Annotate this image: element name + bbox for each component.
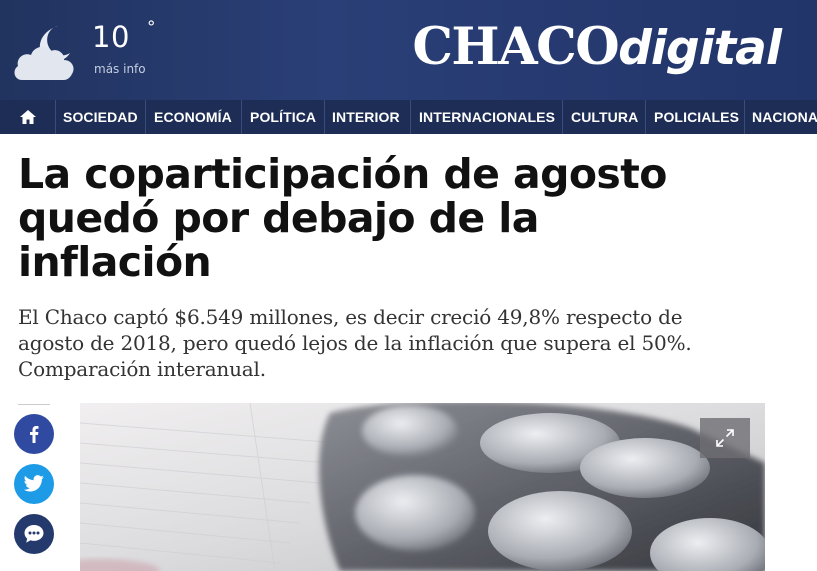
temperature: 10 <box>92 20 130 54</box>
nav-item-nacionales[interactable]: NACIONA <box>752 109 817 125</box>
nav-item-policiales[interactable]: POLICIALES <box>654 109 740 125</box>
twitter-icon <box>23 475 44 492</box>
nav-divider <box>241 100 242 134</box>
main-nav: SOCIEDAD ECONOMÍA POLÍTICA INTERIOR INTE… <box>0 100 817 134</box>
degree-symbol: ° <box>147 18 156 38</box>
home-icon <box>19 110 36 124</box>
subtitle-line: Comparación interanual. <box>18 357 266 381</box>
headline-line: quedó por debajo de la <box>18 194 539 242</box>
nav-divider <box>562 100 563 134</box>
article-headline: La coparticipación de agosto quedó por d… <box>18 152 808 284</box>
nav-divider <box>645 100 646 134</box>
cloud-moon-icon <box>14 26 74 80</box>
expand-photo-button[interactable] <box>700 418 750 458</box>
nav-divider <box>324 100 325 134</box>
comments-icon <box>24 525 44 543</box>
nav-item-sociedad[interactable]: SOCIEDAD <box>63 109 138 125</box>
nav-item-economia[interactable]: ECONOMÍA <box>154 109 232 125</box>
site-header: 10 ° más info CHACOdigital <box>0 0 817 100</box>
nav-divider <box>744 100 745 134</box>
nav-item-politica[interactable]: POLÍTICA <box>250 109 317 125</box>
headline-line: inflación <box>18 238 212 286</box>
subtitle-line: El Chaco captó $6.549 millones, es decir… <box>18 305 683 329</box>
share-twitter-button[interactable] <box>14 464 54 504</box>
nav-divider <box>410 100 411 134</box>
expand-icon <box>716 429 734 447</box>
nav-divider <box>55 100 56 134</box>
nav-item-internacionales[interactable]: INTERNACIONALES <box>419 109 556 125</box>
share-divider <box>18 404 50 405</box>
logo-main-text: CHACO <box>412 17 619 77</box>
comments-button[interactable] <box>14 514 54 554</box>
logo-accent-text: digital <box>618 21 782 76</box>
article-subtitle: El Chaco captó $6.549 millones, es decir… <box>18 304 808 382</box>
nav-item-cultura[interactable]: CULTURA <box>571 109 639 125</box>
weather-widget[interactable]: 10 ° más info <box>12 18 162 88</box>
nav-home-button[interactable] <box>0 100 55 134</box>
share-facebook-button[interactable] <box>14 414 54 454</box>
article-photo[interactable] <box>80 403 765 571</box>
nav-item-interior[interactable]: INTERIOR <box>332 109 400 125</box>
weather-more-info-link[interactable]: más info <box>94 62 146 76</box>
subtitle-line: agosto de 2018, pero quedó lejos de la i… <box>18 331 692 355</box>
nav-divider <box>145 100 146 134</box>
headline-line: La coparticipación de agosto <box>18 150 667 198</box>
site-logo[interactable]: CHACOdigital <box>412 14 782 80</box>
facebook-icon <box>30 426 39 443</box>
calculator-photo <box>80 403 765 571</box>
